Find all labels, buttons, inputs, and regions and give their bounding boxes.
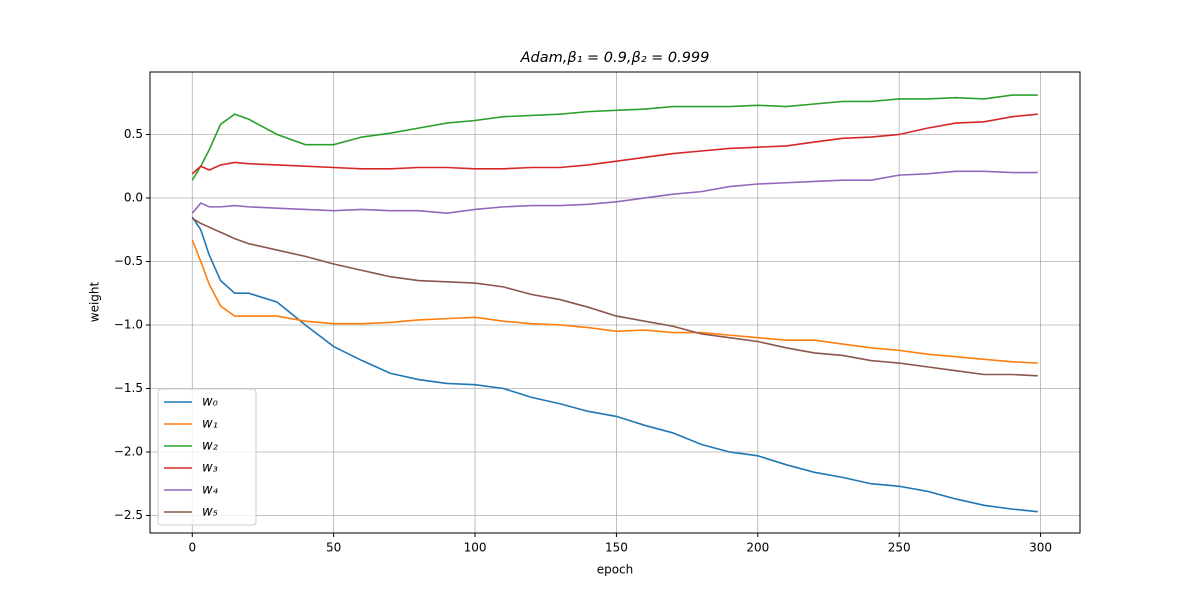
legend-label: w₁ [202,417,218,432]
series-line [191,170,1038,215]
legend: w₀ w₁ w₂ w₃ w₄ w₅ [157,388,257,526]
series-line [191,94,1038,181]
x-tick-label: 200 [746,541,769,555]
x-tick-label: 100 [464,541,487,555]
x-tick-label: 300 [1029,541,1052,555]
y-axis-label: weight [88,281,102,322]
legend-box [157,388,257,526]
series-line [191,216,1038,513]
y-tick-label: −2.5 [114,508,143,522]
y-tick-label: −2.0 [114,444,143,458]
legend-label: w₂ [202,439,218,454]
x-tick-label: 50 [326,541,341,555]
x-tick-label: 150 [605,541,628,555]
series-line [191,113,1038,175]
y-tick-label: −1.0 [114,317,143,331]
y-tick-label: 0.0 [124,190,143,204]
series-line [191,239,1038,364]
legend-label: w₀ [202,395,219,410]
x-axis-label: epoch [597,563,634,577]
x-tick-label: 0 [188,541,196,555]
plot-lines [191,94,1038,513]
y-tick-label: −1.5 [114,381,143,395]
grid [150,72,1080,533]
axes-frame [149,71,1081,534]
y-tick-label: −0.5 [114,254,143,268]
legend-label: w₄ [202,483,219,498]
series-line [191,217,1038,377]
legend-label: w₃ [202,461,218,476]
legend-label: w₅ [202,505,218,520]
x-tick-label: 250 [888,541,911,555]
chart-title: Adam,β₁ = 0.9,β₂ = 0.999 [520,50,710,66]
y-tick-label: 0.5 [124,127,143,141]
